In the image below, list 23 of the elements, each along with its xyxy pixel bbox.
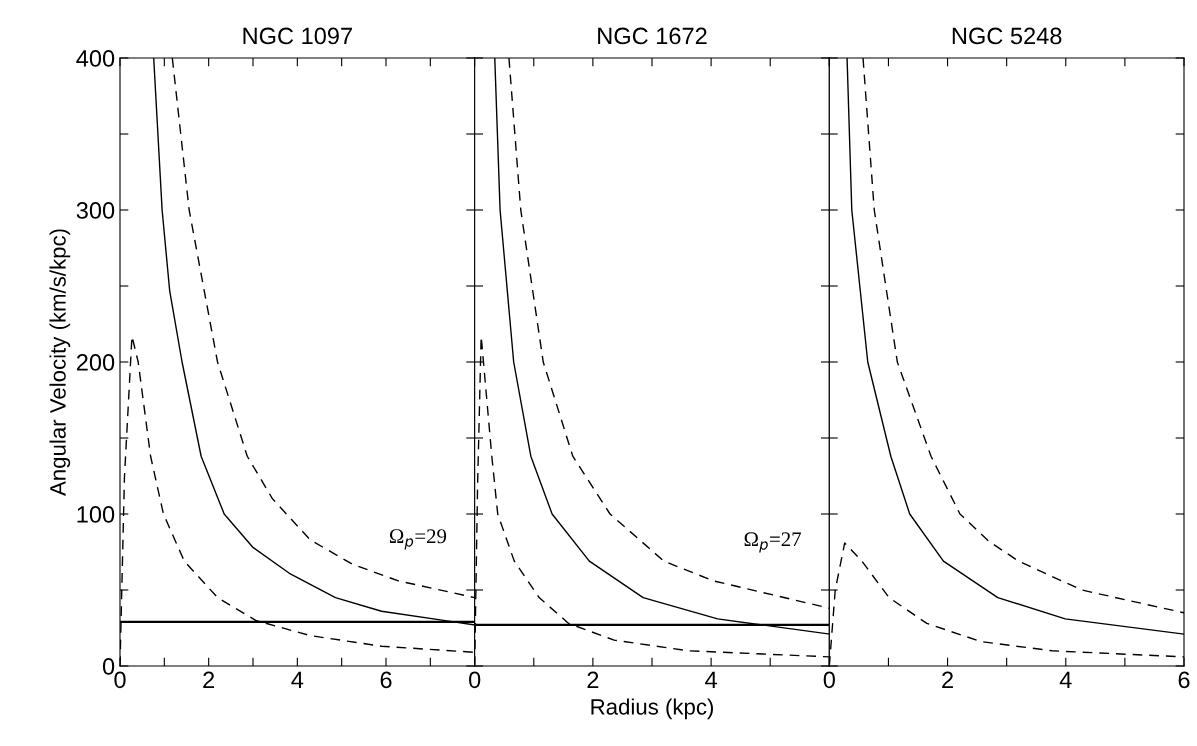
x-tick-label: 6	[1178, 671, 1190, 689]
x-tick-label: 6	[380, 671, 392, 689]
chart-title: NGC 1097	[243, 27, 352, 45]
x-tick-label: 2	[203, 671, 215, 688]
y-tick-label: 200	[76, 354, 115, 371]
chart-title: NGC 1672	[598, 27, 707, 45]
x-axis-title: Radius (kpc)	[591, 698, 713, 720]
y-tick-label: 300	[76, 202, 115, 219]
ref-line-label: Ω$_{p}$=29	[389, 529, 447, 550]
x-tick-label: 4	[291, 671, 304, 688]
y-tick-label: 400	[76, 50, 115, 67]
y-tick-label: 100	[77, 506, 115, 523]
chart-title: NGC 5248	[952, 27, 1062, 45]
x-tick-label: 2	[587, 671, 599, 688]
x-tick-label: 4	[705, 671, 717, 688]
x-tick-label: 0	[114, 671, 126, 689]
x-tick-label: 2	[942, 671, 953, 688]
x-tick-label: 0	[469, 671, 481, 689]
x-tick-label: 4	[1059, 671, 1072, 688]
ref-line-label: Ω$_{p}$=27	[744, 532, 802, 553]
y-tick-label: 0	[102, 658, 115, 675]
y-axis-title: Angular Velocity (km/s/kpc)	[49, 229, 71, 496]
x-tick-label: 0	[823, 671, 835, 689]
